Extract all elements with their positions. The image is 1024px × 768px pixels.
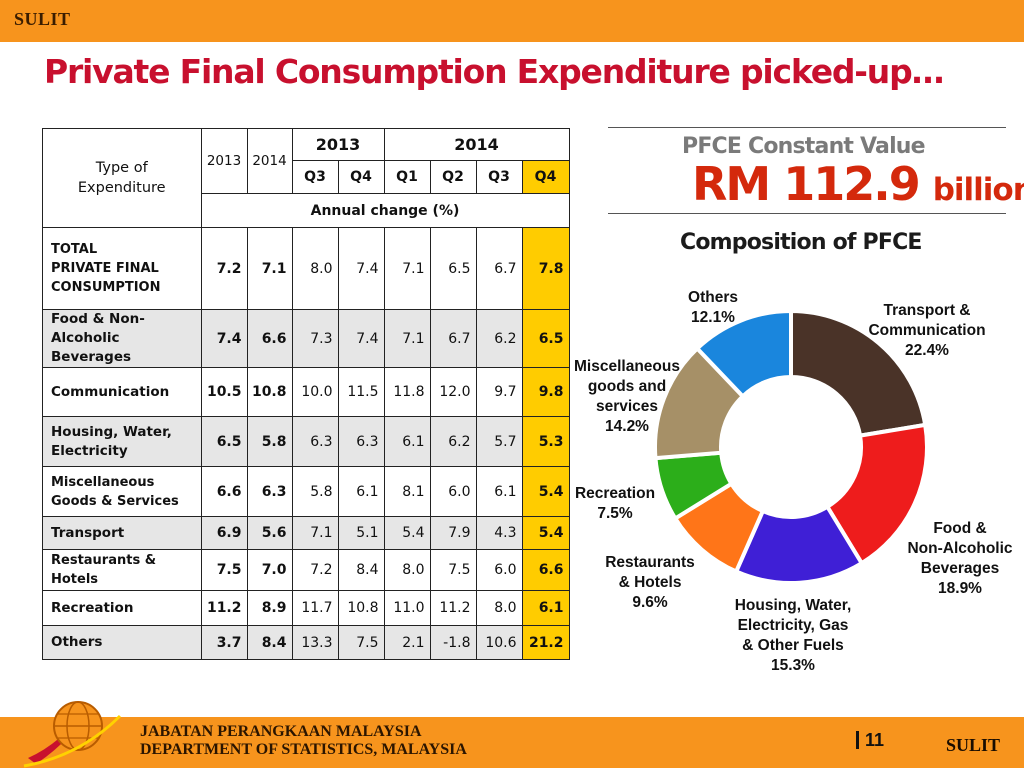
row-label: Others <box>42 625 202 660</box>
table-cell: 7.5 <box>200 549 248 591</box>
pfce-unit: billion <box>932 172 1024 208</box>
table-cell: 11.0 <box>383 590 431 626</box>
group-2013-header: 2013 <box>291 128 385 161</box>
table-cell: 5.8 <box>246 416 293 467</box>
pie-slice <box>789 308 928 438</box>
table-cell: 6.1 <box>475 466 523 517</box>
annual-change-header: Annual change (%) <box>200 193 570 228</box>
table-cell: 6.6 <box>246 309 293 368</box>
table-cell: 6.0 <box>475 549 523 591</box>
table-cell: 2.1 <box>383 625 431 660</box>
table-cell: 7.4 <box>200 309 248 368</box>
table-cell: 12.0 <box>429 367 477 417</box>
slice-label-others: Others 12.1% <box>688 289 738 326</box>
table-cell: 7.2 <box>291 549 339 591</box>
table-cell: 3.7 <box>200 625 248 660</box>
table-cell: 6.6 <box>200 466 248 517</box>
table-cell: 6.7 <box>429 309 477 368</box>
pfce-label: PFCE Constant Value <box>682 134 926 159</box>
divider-top <box>608 127 1006 128</box>
table-cell: 10.8 <box>337 590 385 626</box>
quarter-header: Q4 <box>521 160 570 194</box>
table-cell: 6.5 <box>200 416 248 467</box>
pfce-amount: RM 112.9 <box>692 157 921 211</box>
table-cell: 5.1 <box>337 516 385 550</box>
table-cell: 7.5 <box>337 625 385 660</box>
table-cell: 5.3 <box>521 416 570 467</box>
pie-slice <box>824 422 929 566</box>
table-cell: 6.3 <box>337 416 385 467</box>
table-cell: 6.9 <box>200 516 248 550</box>
slice-label-restaurants: Restaurants & Hotels 9.6% <box>605 554 695 611</box>
table-cell: 6.3 <box>246 466 293 517</box>
table-cell: 5.4 <box>383 516 431 550</box>
table-cell: 7.1 <box>246 227 293 310</box>
slide-title: Private Final Consumption Expenditure pi… <box>44 52 945 91</box>
table-cell: 10.5 <box>200 367 248 417</box>
quarter-header: Q2 <box>429 160 477 194</box>
slice-label-food: Food & Non-Alcoholic Beverages 18.9% <box>907 520 1013 597</box>
row-label: Recreation <box>42 590 202 626</box>
slice-label-transport: Transport & Communication 22.4% <box>868 302 986 359</box>
table-cell: 11.7 <box>291 590 339 626</box>
pie-slice <box>694 308 793 400</box>
table-cell: 6.5 <box>521 309 570 368</box>
table-cell: 6.7 <box>475 227 523 310</box>
table-cell: 7.2 <box>200 227 248 310</box>
chart-title: Composition of PFCE <box>680 230 922 255</box>
classification-label-footer: SULIT <box>946 735 1001 755</box>
table-cell: 6.1 <box>521 590 570 626</box>
year-2013-header: 2013 <box>200 128 248 194</box>
table-cell: 21.2 <box>521 625 570 660</box>
table-cell: 6.6 <box>521 549 570 591</box>
department-name-malay: JABATAN PERANGKAAN MALAYSIA <box>140 723 422 740</box>
quarter-header: Q3 <box>291 160 339 194</box>
table-cell: 4.3 <box>475 516 523 550</box>
table-cell: 6.0 <box>429 466 477 517</box>
table-cell: 10.8 <box>246 367 293 417</box>
table-cell: 5.6 <box>246 516 293 550</box>
slice-label-recreation: Recreation 7.5% <box>574 485 656 522</box>
pfce-value: RM 112.9 billion <box>692 157 1024 211</box>
table-cell: 5.7 <box>475 416 523 467</box>
table-cell: 7.1 <box>291 516 339 550</box>
table-cell: 13.3 <box>291 625 339 660</box>
divider-bottom <box>608 213 1006 214</box>
table-cell: 7.3 <box>291 309 339 368</box>
row-label: Housing, Water, Electricity <box>42 416 202 467</box>
row-label: TOTAL PRIVATE FINAL CONSUMPTION <box>42 227 202 310</box>
expenditure-table: Type of Expenditure 2013 2014 2013 2014 … <box>42 128 570 660</box>
top-banner: SULIT <box>0 0 1024 42</box>
table-cell: 7.1 <box>383 227 431 310</box>
row-label: Communication <box>42 367 202 417</box>
dosm-logo-icon <box>23 701 122 768</box>
table-cell: 8.9 <box>246 590 293 626</box>
table-cell: 7.9 <box>429 516 477 550</box>
classification-label: SULIT <box>14 9 71 29</box>
slice-label-housing: Housing, Water, Electricity, Gas & Other F… <box>734 597 852 674</box>
table-cell: 8.4 <box>246 625 293 660</box>
table-cell: 5.4 <box>521 516 570 550</box>
department-name-english: DEPARTMENT OF STATISTICS, MALAYSIA <box>140 741 467 758</box>
table-cell: -1.8 <box>429 625 477 660</box>
type-of-expenditure-header: Type of Expenditure <box>42 128 202 228</box>
group-2014-header: 2014 <box>383 128 570 161</box>
table-cell: 6.1 <box>383 416 431 467</box>
table-cell: 9.7 <box>475 367 523 417</box>
bottom-banner <box>0 717 1024 768</box>
table-cell: 7.1 <box>383 309 431 368</box>
table-cell: 6.5 <box>429 227 477 310</box>
page-number: 11 <box>856 731 884 749</box>
table-cell: 8.0 <box>291 227 339 310</box>
table-cell: 7.5 <box>429 549 477 591</box>
slice-label-misc: Miscellaneous goods and services 14.2% <box>574 358 680 435</box>
table-cell: 5.4 <box>521 466 570 517</box>
table-cell: 6.2 <box>429 416 477 467</box>
table-cell: 7.8 <box>521 227 570 310</box>
